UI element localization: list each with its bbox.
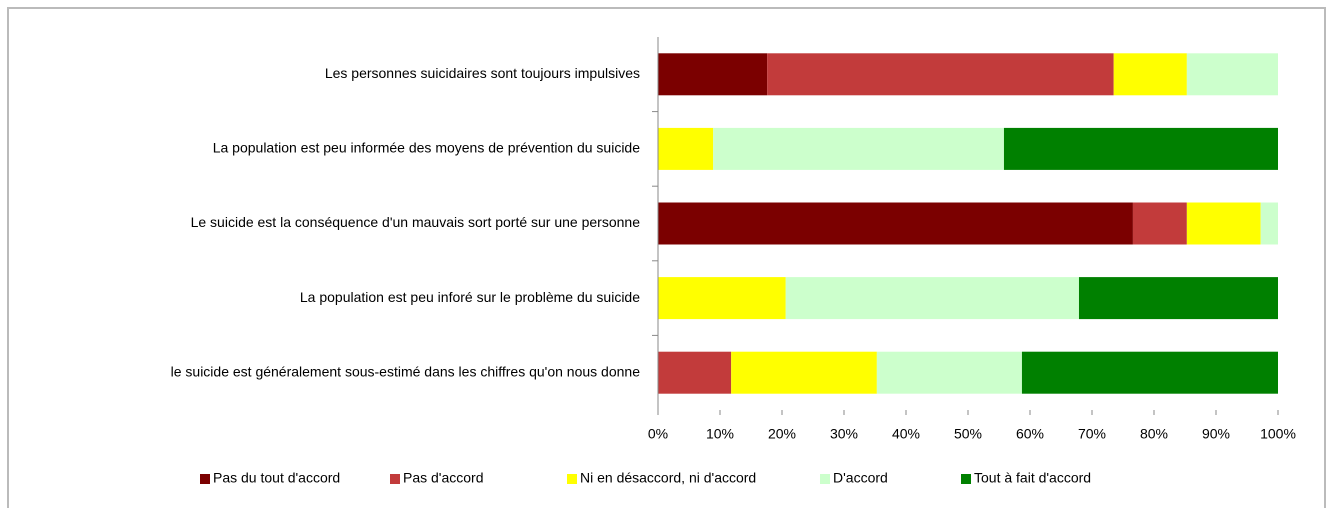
bar-segment [1186, 202, 1261, 245]
legend-label: D'accord [833, 470, 888, 486]
y-tick-label: La population est peu informée des moyen… [213, 140, 640, 156]
x-tick-label: 100% [1260, 426, 1296, 442]
x-tick-label: 0% [648, 426, 668, 442]
legend-label: Pas du tout d'accord [213, 470, 340, 486]
x-tick-label: 30% [830, 426, 858, 442]
bar-segment [767, 53, 1114, 96]
x-tick-label: 50% [954, 426, 982, 442]
x-tick-label: 20% [768, 426, 796, 442]
x-tick-label: 70% [1078, 426, 1106, 442]
bar-segment [713, 127, 1004, 170]
bar-segment [1132, 202, 1187, 245]
chart-frame [7, 7, 1326, 508]
bar-segment [1186, 53, 1278, 96]
bar-segment [1113, 53, 1187, 96]
bar-segment [1078, 277, 1278, 320]
bar-segment [658, 127, 714, 170]
legend-label: Ni en désaccord, ni d'accord [580, 470, 756, 486]
legend-swatch [820, 474, 830, 484]
bar-segment [731, 351, 877, 394]
legend-swatch [200, 474, 210, 484]
bar-segment [658, 351, 732, 394]
y-tick-label: Les personnes suicidaires sont toujours … [325, 65, 640, 81]
y-tick-label: le suicide est généralement sous-estimé … [171, 363, 641, 379]
legend-swatch [961, 474, 971, 484]
bar-segment [1260, 202, 1278, 245]
x-tick-label: 80% [1140, 426, 1168, 442]
y-tick-label: La population est peu inforé sur le prob… [300, 289, 640, 305]
legend-label: Tout à fait d'accord [974, 470, 1091, 486]
bar-segment [658, 53, 768, 96]
bar-segment [658, 202, 1133, 245]
bar-segment [876, 351, 1022, 394]
bar-segment [785, 277, 1079, 320]
y-tick-label: Le suicide est la conséquence d'un mauva… [191, 214, 641, 230]
x-tick-label: 60% [1016, 426, 1044, 442]
legend-label: Pas d'accord [403, 470, 484, 486]
bar-segment [1021, 351, 1278, 394]
x-tick-label: 40% [892, 426, 920, 442]
bar-segment [1003, 127, 1278, 170]
x-tick-label: 10% [706, 426, 734, 442]
bar-segment [658, 277, 786, 320]
legend-swatch [567, 474, 577, 484]
x-tick-label: 90% [1202, 426, 1230, 442]
legend-swatch [390, 474, 400, 484]
